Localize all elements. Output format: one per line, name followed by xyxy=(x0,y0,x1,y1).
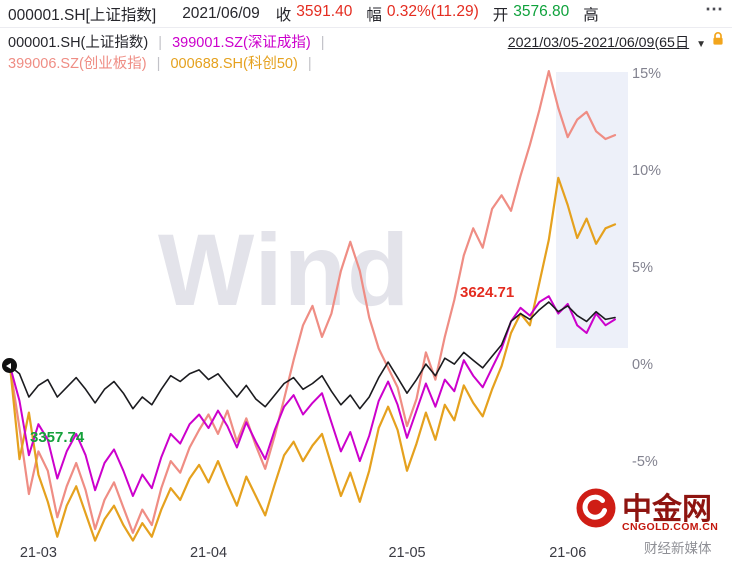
brand-domain: CNGOLD.COM.CN xyxy=(622,521,719,533)
more-menu-button[interactable]: ⋯ xyxy=(703,0,726,22)
legend-item-kc50[interactable]: 000688.SH(科创50) xyxy=(170,56,298,72)
legend-item-sh[interactable]: 000001.SH(上证指数) xyxy=(8,35,149,51)
date-range-text[interactable]: 2021/03/05-2021/06/09(65日 xyxy=(507,35,690,51)
period-high-label: 3624.71 xyxy=(460,284,515,301)
high-label: 高 xyxy=(583,7,599,24)
close-field: 收 3591.40 xyxy=(276,3,353,25)
y-axis-label: -5% xyxy=(632,454,658,470)
legend-row-1: 000001.SH(上证指数) | 399001.SZ(深证成指) | xyxy=(8,31,330,52)
date-range-selector[interactable]: 2021/03/05-2021/06/09(65日 ▼ xyxy=(508,32,706,52)
change-label: 幅 xyxy=(366,7,382,24)
index-code-title: 000001.SH[上证指数] xyxy=(8,7,157,24)
close-label: 收 xyxy=(275,7,292,24)
legend-item-sz[interactable]: 399001.SZ(深证成指) xyxy=(172,35,311,51)
x-axis-label: 21-06 xyxy=(549,545,587,561)
legend-separator: | xyxy=(156,56,161,72)
y-axis-label: 5% xyxy=(632,260,653,276)
legend-separator: | xyxy=(158,35,163,51)
change-value: 0.32%(11.29) xyxy=(386,3,479,20)
open-label: 开 xyxy=(492,7,509,24)
header-divider xyxy=(0,27,732,28)
cngold-watermark: 中金网 CNGOLD.COM.CN 财经新媒体 xyxy=(576,484,732,570)
open-field: 开 3576.80 xyxy=(493,3,570,25)
line-sh xyxy=(9,301,616,410)
y-axis-label: 10% xyxy=(632,163,662,179)
line-sz xyxy=(9,295,616,497)
quote-date: 2021/06/09 xyxy=(182,5,260,22)
legend-separator: | xyxy=(320,35,325,51)
legend-separator: | xyxy=(307,56,312,72)
brand-slogan: 财经新媒体 xyxy=(644,541,712,556)
chevron-down-icon[interactable]: ▼ xyxy=(696,39,706,50)
line-cyb xyxy=(8,69,617,534)
x-axis-label: 21-04 xyxy=(189,545,228,561)
y-axis-label: 0% xyxy=(632,357,653,373)
x-axis-label: 21-05 xyxy=(388,545,426,561)
lock-icon[interactable] xyxy=(711,31,725,51)
open-value: 3576.80 xyxy=(513,3,570,20)
line-kc50 xyxy=(8,176,617,542)
brand-name: 中金网 xyxy=(622,493,712,526)
period-low-label: 3357.74 xyxy=(30,429,85,446)
legend-row-2: 399006.SZ(创业板指) | 000688.SH(科创50) | xyxy=(8,52,318,73)
series-start-handle[interactable] xyxy=(2,358,17,373)
y-axis-label: 15% xyxy=(632,66,662,82)
high-field: 高 xyxy=(583,3,599,25)
legend-item-cyb[interactable]: 399006.SZ(创业板指) xyxy=(8,56,147,72)
quote-header: 000001.SH[上证指数] 2021/06/09 收 3591.40 幅 0… xyxy=(8,3,702,25)
cngold-logo-icon xyxy=(576,488,616,533)
close-value: 3591.40 xyxy=(296,3,353,20)
x-axis-label: 21-03 xyxy=(19,545,57,561)
change-field: 幅 0.32%(11.29) xyxy=(366,3,478,25)
